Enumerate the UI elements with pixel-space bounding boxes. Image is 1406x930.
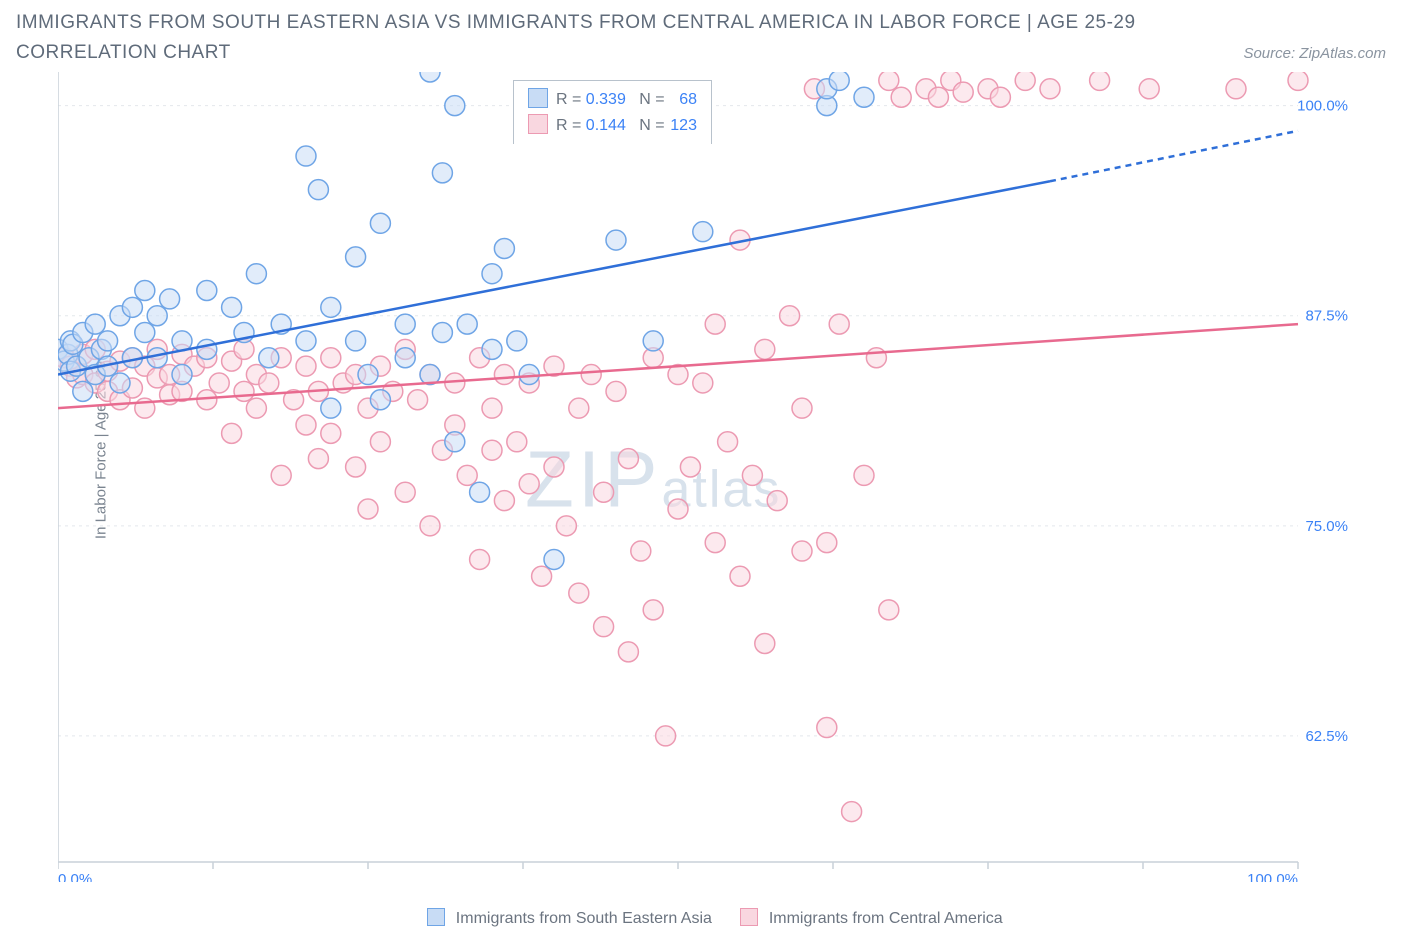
chart-svg: 0.0%100.0%62.5%75.0%87.5%100.0%ZIPatlasR…	[58, 72, 1388, 882]
svg-text:62.5%: 62.5%	[1305, 728, 1348, 745]
correlation-scatter-chart: 0.0%100.0%62.5%75.0%87.5%100.0%ZIPatlasR…	[58, 72, 1388, 882]
svg-text:75.0%: 75.0%	[1305, 518, 1348, 535]
svg-text:100.0%: 100.0%	[1247, 871, 1298, 882]
svg-text:87.5%: 87.5%	[1305, 308, 1348, 325]
legend-label-0: Immigrants from South Eastern Asia	[456, 910, 712, 927]
chart-title: IMMIGRANTS FROM SOUTH EASTERN ASIA VS IM…	[16, 8, 1166, 69]
legend-label-1: Immigrants from Central America	[769, 910, 1003, 927]
source-label: Source: ZipAtlas.com	[1243, 45, 1386, 62]
legend-swatch-0	[427, 908, 445, 926]
stats-box: R = 0.339 N = 68R = 0.144 N = 123	[513, 80, 712, 144]
legend-bottom: Immigrants from South Eastern Asia Immig…	[0, 908, 1406, 928]
svg-text:0.0%: 0.0%	[58, 871, 92, 882]
svg-text:100.0%: 100.0%	[1297, 98, 1348, 115]
legend-swatch-1	[740, 908, 758, 926]
